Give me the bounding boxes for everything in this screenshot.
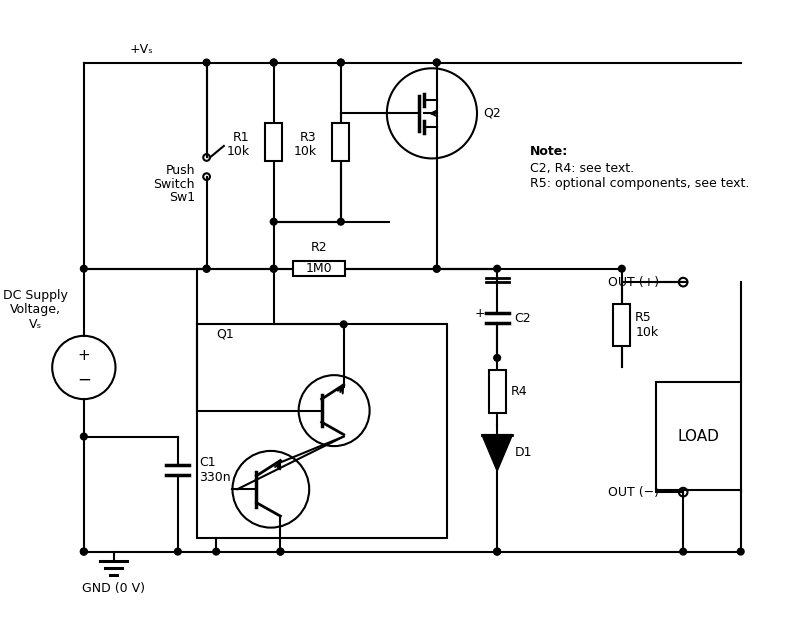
- Text: OUT (−): OUT (−): [607, 486, 659, 499]
- Bar: [655, 382, 740, 491]
- Text: DC Supply: DC Supply: [3, 289, 68, 302]
- Circle shape: [270, 59, 277, 66]
- Text: Q1: Q1: [216, 328, 234, 341]
- Text: GND (0 V): GND (0 V): [82, 582, 145, 595]
- Circle shape: [736, 549, 743, 555]
- Circle shape: [80, 549, 87, 555]
- Text: −: −: [77, 371, 91, 389]
- Circle shape: [80, 549, 87, 555]
- Text: Voltage,: Voltage,: [11, 304, 62, 317]
- Text: R5: optional components, see text.: R5: optional components, see text.: [529, 177, 749, 190]
- Circle shape: [203, 265, 210, 272]
- Text: R3: R3: [300, 131, 316, 144]
- Circle shape: [433, 265, 440, 272]
- Text: C2, R4: see text.: C2, R4: see text.: [529, 162, 633, 175]
- Text: R4: R4: [510, 385, 526, 398]
- Text: Push: Push: [165, 164, 195, 178]
- Circle shape: [270, 59, 277, 66]
- Circle shape: [493, 549, 500, 555]
- Bar: [293, 261, 345, 276]
- Circle shape: [679, 549, 685, 555]
- Circle shape: [270, 265, 277, 272]
- Text: Vₛ: Vₛ: [29, 318, 42, 331]
- Text: 330n: 330n: [199, 471, 230, 484]
- Text: 10k: 10k: [226, 145, 250, 158]
- Text: OUT (+): OUT (+): [607, 276, 659, 289]
- Bar: [264, 123, 282, 161]
- Text: Sw1: Sw1: [169, 191, 195, 204]
- Text: LOAD: LOAD: [676, 429, 719, 444]
- Circle shape: [80, 265, 87, 272]
- Text: +: +: [77, 349, 90, 363]
- Circle shape: [433, 265, 440, 272]
- Circle shape: [337, 218, 344, 225]
- Text: R1: R1: [233, 131, 250, 144]
- Bar: [197, 325, 447, 538]
- Bar: [332, 123, 349, 161]
- Text: 10k: 10k: [634, 326, 658, 339]
- Circle shape: [174, 549, 181, 555]
- Circle shape: [80, 433, 87, 440]
- Text: +: +: [474, 307, 485, 320]
- Text: Note:: Note:: [529, 145, 568, 158]
- Circle shape: [337, 59, 344, 66]
- Text: R2: R2: [311, 241, 327, 254]
- Circle shape: [277, 549, 283, 555]
- Bar: [612, 304, 629, 346]
- Circle shape: [203, 265, 210, 272]
- Text: 1M0: 1M0: [306, 262, 333, 275]
- Text: C1: C1: [199, 456, 215, 469]
- Text: 10k: 10k: [294, 145, 316, 158]
- Polygon shape: [481, 434, 512, 471]
- Text: Switch: Switch: [153, 178, 195, 191]
- Text: D1: D1: [513, 446, 531, 459]
- Bar: [488, 370, 505, 413]
- Text: +Vₛ: +Vₛ: [130, 43, 153, 56]
- Circle shape: [270, 265, 277, 272]
- Circle shape: [203, 59, 210, 66]
- Circle shape: [270, 218, 277, 225]
- Circle shape: [493, 355, 500, 361]
- Circle shape: [340, 321, 346, 328]
- Circle shape: [493, 265, 500, 272]
- Circle shape: [433, 59, 440, 66]
- Text: C2: C2: [513, 312, 530, 325]
- Text: Q2: Q2: [483, 107, 500, 120]
- Circle shape: [212, 549, 219, 555]
- Circle shape: [337, 59, 344, 66]
- Text: R5: R5: [634, 311, 651, 324]
- Circle shape: [618, 265, 624, 272]
- Circle shape: [433, 59, 440, 66]
- Circle shape: [277, 549, 283, 555]
- Circle shape: [493, 549, 500, 555]
